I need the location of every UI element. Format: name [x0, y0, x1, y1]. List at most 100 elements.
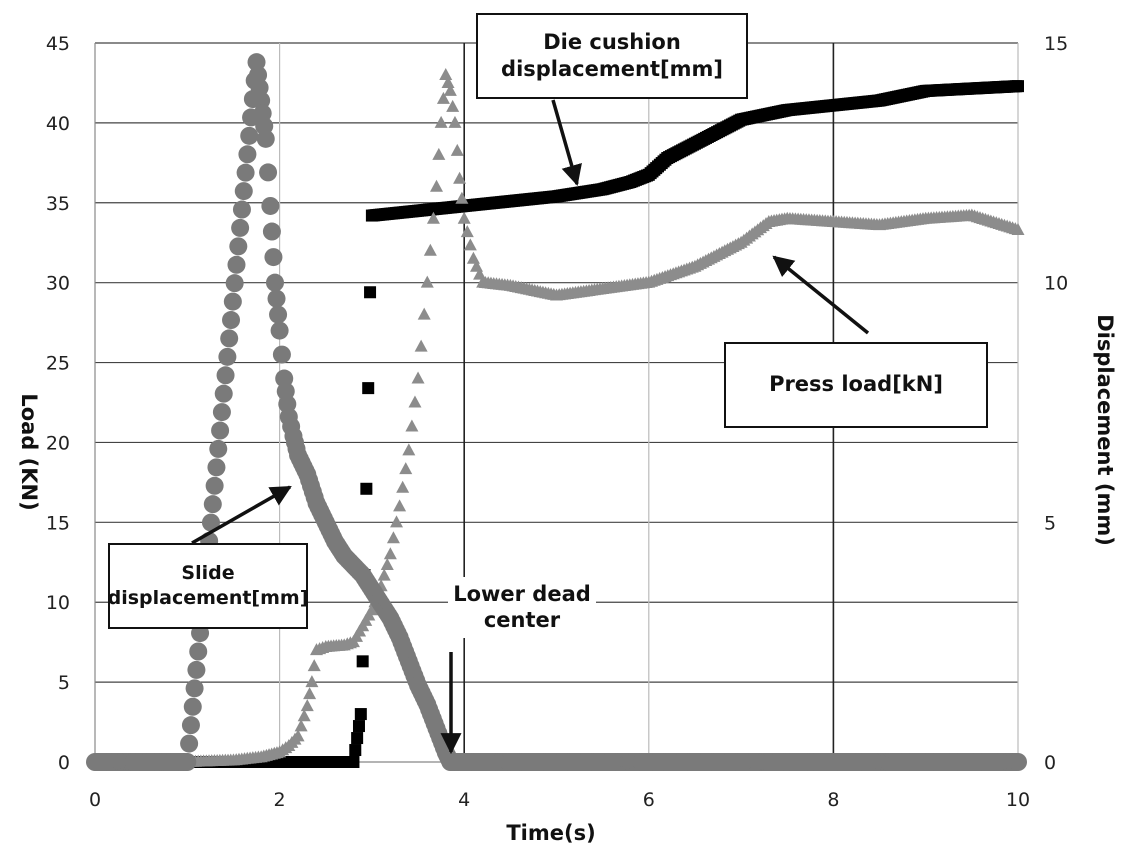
x-tick-label: 2 [274, 789, 286, 811]
data-point [360, 482, 373, 495]
data-point [356, 655, 369, 668]
data-point [364, 286, 377, 299]
data-point [390, 515, 404, 528]
data-point [238, 145, 257, 164]
data-point [460, 225, 474, 238]
data-point [183, 697, 202, 716]
data-point [466, 251, 480, 264]
y-right-tick-label: 5 [1044, 512, 1056, 534]
data-point [386, 531, 400, 544]
x-tick-label: 8 [827, 789, 839, 811]
data-point [270, 321, 289, 340]
data-point [180, 734, 199, 753]
y-left-tick-label: 5 [58, 672, 70, 694]
data-point [201, 513, 220, 532]
data-point [267, 289, 286, 308]
data-point [408, 395, 422, 408]
data-point [262, 222, 281, 241]
y-right-tick-label: 15 [1044, 33, 1068, 55]
grid [94, 42, 1019, 763]
data-point [365, 603, 379, 616]
data-point [269, 305, 288, 324]
data-point [457, 211, 471, 224]
data-point [420, 275, 434, 288]
lower-dead-center-line1: Lower dead [453, 582, 591, 606]
x-tick-label: 4 [458, 789, 470, 811]
data-point [453, 171, 467, 184]
data-point [232, 200, 251, 219]
data-point [220, 329, 239, 348]
y-left-tick-label: 20 [46, 432, 70, 454]
press-load-arrow [772, 255, 870, 335]
data-point [225, 274, 244, 293]
annotation-arrows [191, 99, 870, 755]
data-point [187, 660, 206, 679]
data-point [432, 147, 446, 160]
die-cushion-annotation: Die cushion displacement[mm] [476, 13, 748, 99]
y-left-tick-label: 45 [46, 33, 70, 55]
y-axis-title-right: Displacement (mm) [1093, 314, 1117, 546]
slide-annotation: Slide displacement[mm] [108, 543, 308, 629]
data-point [455, 191, 469, 204]
data-point [181, 716, 200, 735]
data-point [436, 91, 450, 104]
data-point [265, 273, 284, 292]
data-point [1012, 80, 1024, 93]
data-point [294, 719, 308, 732]
data-point [234, 182, 253, 201]
data-point [307, 659, 321, 672]
die-cushion-arrow [551, 99, 582, 187]
data-point [305, 675, 319, 688]
data-point [423, 243, 437, 256]
data-point [351, 732, 364, 745]
data-point [227, 255, 246, 274]
data-point [205, 476, 224, 495]
data-point [185, 679, 204, 698]
data-point [441, 75, 455, 88]
data-point [417, 307, 431, 320]
data-point [349, 744, 362, 757]
y-left-tick-label: 0 [58, 752, 70, 774]
y-axis-title-left: Load (KN) [17, 393, 41, 510]
data-point [261, 196, 280, 215]
y-left-tick-label: 35 [46, 193, 70, 215]
data-point [377, 568, 391, 581]
y-right-tick-label: 10 [1044, 273, 1068, 295]
x-tick-label: 10 [1006, 789, 1030, 811]
data-point [212, 403, 231, 422]
data-point [264, 248, 283, 267]
data-point [259, 163, 278, 182]
data-point [352, 720, 365, 733]
ticks: 0 5 10 15 20 25 30 35 40 45 0 5 10 15 0 2 4 6 8 10 [46, 33, 1068, 811]
slide-annotation-line2: displacement[mm] [107, 587, 309, 609]
x-tick-label: 6 [643, 789, 655, 811]
data-point [236, 163, 255, 182]
slide-annotation-line1: Slide [181, 562, 235, 585]
data-point [209, 439, 228, 458]
press-load-annotation: Press load[kN] [724, 342, 988, 428]
data-point [443, 83, 457, 96]
data-point [222, 311, 241, 330]
series-layer [86, 53, 1027, 771]
series-triangle [88, 67, 1025, 767]
x-axis-title: Time(s) [506, 821, 595, 845]
data-point [178, 753, 197, 771]
data-point [1011, 222, 1025, 235]
data-point [218, 347, 237, 366]
data-point [229, 237, 248, 256]
series-circle [86, 53, 1027, 771]
data-point [231, 218, 250, 237]
data-point [216, 366, 235, 385]
data-point [399, 462, 413, 475]
data-point [203, 495, 222, 514]
data-point [1009, 753, 1027, 771]
data-point [383, 547, 397, 560]
data-point [291, 729, 305, 742]
data-point [439, 67, 453, 80]
data-point [414, 339, 428, 352]
lower-dead-center-line2: center [483, 608, 561, 633]
y-left-tick-label: 25 [46, 353, 70, 375]
data-point [362, 382, 375, 395]
data-point [426, 211, 440, 224]
data-point [256, 129, 275, 148]
